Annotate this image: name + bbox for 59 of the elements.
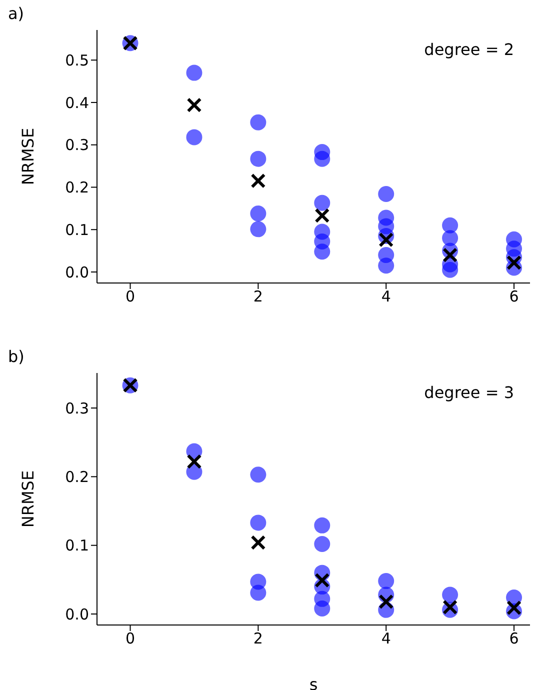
point bbox=[250, 584, 266, 601]
y-tick-label: 0.1 bbox=[65, 220, 89, 239]
y-tick-label: 0.0 bbox=[65, 605, 89, 624]
y-tick-label: 0.5 bbox=[65, 51, 89, 70]
point bbox=[186, 129, 202, 146]
point bbox=[506, 600, 522, 616]
point bbox=[250, 466, 266, 483]
point bbox=[250, 150, 266, 167]
point bbox=[250, 206, 266, 222]
chart-title: b) bbox=[8, 347, 24, 366]
point bbox=[250, 221, 266, 238]
point bbox=[250, 535, 266, 550]
x-tick-label: 4 bbox=[381, 288, 391, 306]
x-tick-label: 2 bbox=[253, 288, 263, 306]
point bbox=[250, 173, 266, 188]
point bbox=[314, 536, 330, 552]
x-tick-label: 6 bbox=[509, 288, 519, 306]
x-tick-label: 6 bbox=[509, 630, 519, 648]
x-tick-label: 0 bbox=[125, 630, 136, 648]
y-tick-label: 0.2 bbox=[65, 468, 89, 486]
point bbox=[186, 454, 202, 470]
point bbox=[442, 230, 458, 246]
y-tick-label: 0.2 bbox=[65, 178, 89, 197]
point bbox=[442, 262, 458, 278]
point bbox=[186, 98, 202, 113]
point bbox=[314, 194, 330, 211]
point bbox=[378, 232, 394, 248]
x-axis-title: s bbox=[309, 675, 318, 690]
point bbox=[314, 244, 330, 260]
x-tick-label: 0 bbox=[125, 288, 136, 306]
point bbox=[250, 514, 266, 531]
point bbox=[442, 600, 458, 615]
chart-title: a) bbox=[8, 4, 24, 23]
point bbox=[314, 600, 330, 617]
y-tick-label: 0.3 bbox=[65, 136, 89, 154]
y-axis-title: NRMSE bbox=[18, 128, 38, 186]
y-axis-title: NRMSE bbox=[18, 470, 38, 528]
point bbox=[378, 573, 394, 590]
point bbox=[314, 150, 330, 167]
point bbox=[250, 114, 266, 130]
x-tick-label: 4 bbox=[381, 630, 391, 648]
y-tick-label: 0.1 bbox=[65, 536, 89, 555]
point bbox=[378, 186, 394, 202]
y-tick-label: 0.0 bbox=[65, 263, 89, 282]
point bbox=[314, 208, 330, 224]
point bbox=[186, 64, 202, 81]
point bbox=[378, 258, 394, 274]
annotation: degree = 3 bbox=[424, 383, 514, 402]
point bbox=[506, 255, 522, 270]
point bbox=[442, 586, 458, 603]
x-tick-label: 2 bbox=[253, 630, 263, 648]
y-tick-label: 0.3 bbox=[65, 399, 89, 418]
y-tick-label: 0.4 bbox=[65, 94, 89, 112]
point bbox=[314, 572, 330, 588]
point bbox=[186, 464, 202, 480]
point bbox=[314, 517, 330, 534]
point bbox=[378, 594, 394, 610]
annotation: degree = 2 bbox=[424, 40, 514, 59]
point bbox=[442, 248, 458, 263]
